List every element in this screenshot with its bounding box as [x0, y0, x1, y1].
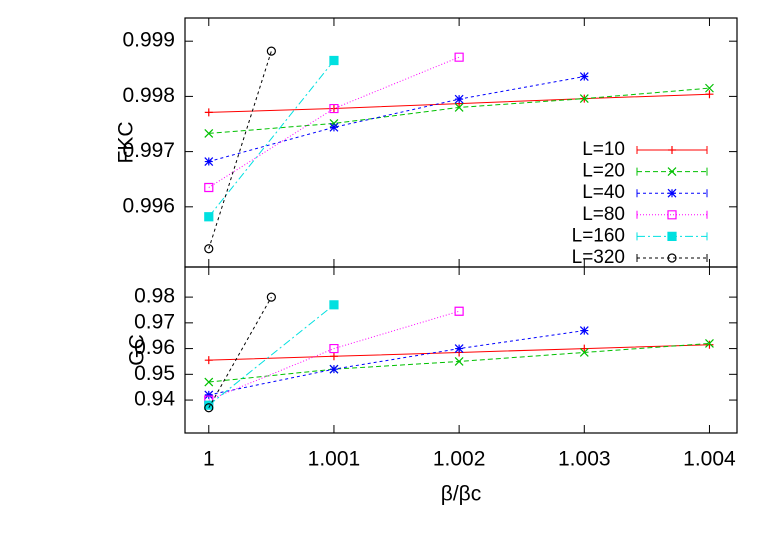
- legend-marker: [667, 231, 677, 241]
- legend-label: L=80: [582, 204, 625, 225]
- series-line: [208, 87, 710, 134]
- legend-label: L=10: [582, 139, 625, 160]
- series-line: [208, 76, 585, 163]
- data-point: [705, 339, 714, 348]
- data-point: [329, 55, 339, 66]
- data-point: [454, 306, 464, 316]
- legend-marker: [667, 188, 677, 198]
- data-point: [705, 90, 714, 99]
- data-point: [204, 157, 214, 166]
- data-point: [204, 128, 214, 138]
- data-point: [705, 83, 714, 93]
- data-point: [705, 340, 714, 349]
- data-point: [329, 103, 339, 114]
- data-point: [580, 344, 589, 353]
- series-line: [208, 50, 272, 249]
- y-axis-label: GC: [126, 334, 149, 366]
- data-point: [204, 182, 214, 193]
- data-point: [579, 94, 589, 104]
- data-point: [579, 348, 589, 357]
- x-tick-label: 1.004: [683, 448, 736, 471]
- data-point: [329, 122, 339, 132]
- data-point: [454, 357, 464, 366]
- series-line: [208, 304, 335, 406]
- y-tick-label: 0.999: [122, 29, 175, 52]
- data-point: [329, 352, 338, 361]
- y-axis-label: FKC: [115, 122, 138, 164]
- y-tick-label: 0.98: [134, 285, 175, 308]
- y-tick-label: 0.997: [122, 139, 175, 162]
- data-point: [579, 326, 589, 335]
- plot-frame: [184, 17, 738, 268]
- y-tick-label: 0.94: [134, 388, 175, 411]
- y-tick-label: 0.96: [134, 336, 175, 359]
- data-point: [454, 52, 464, 62]
- data-point: [204, 403, 214, 413]
- x-tick-label: 1.003: [558, 448, 611, 471]
- series-line: [208, 330, 585, 396]
- series-line: [208, 56, 460, 188]
- x-tick-label: 1.002: [433, 448, 486, 471]
- plot-frame: [184, 266, 738, 434]
- data-point: [204, 390, 214, 400]
- legend-marker: [667, 253, 677, 263]
- data-point: [454, 103, 464, 112]
- x-tick-label: 1.001: [308, 448, 361, 471]
- y-tick-label: 0.996: [122, 194, 175, 217]
- data-point: [204, 356, 213, 365]
- y-tick-label: 0.998: [122, 84, 175, 107]
- data-point: [329, 343, 339, 354]
- data-point: [204, 108, 213, 117]
- data-point: [204, 377, 214, 387]
- data-point: [454, 344, 464, 354]
- legend-label: L=40: [582, 182, 625, 203]
- data-point: [266, 46, 276, 56]
- data-point: [454, 94, 464, 104]
- legend-label: L=160: [572, 225, 625, 246]
- data-point: [329, 300, 339, 310]
- x-axis-label: β/βc: [441, 483, 482, 506]
- legend-label: L=320: [572, 247, 625, 268]
- data-point: [266, 292, 276, 302]
- series-line: [208, 60, 335, 218]
- data-point: [579, 72, 589, 81]
- legend-marker: [667, 210, 677, 220]
- legend-label: L=20: [582, 161, 625, 182]
- data-point: [204, 244, 214, 254]
- data-point: [329, 364, 339, 374]
- series-line: [208, 296, 272, 409]
- legend-marker: [668, 146, 676, 154]
- series-line: [208, 310, 460, 401]
- legend-marker: [667, 167, 677, 177]
- y-tick-label: 0.95: [134, 362, 175, 385]
- data-point: [204, 212, 214, 222]
- y-tick-label: 0.97: [134, 310, 175, 333]
- x-tick-label: 1: [203, 448, 215, 471]
